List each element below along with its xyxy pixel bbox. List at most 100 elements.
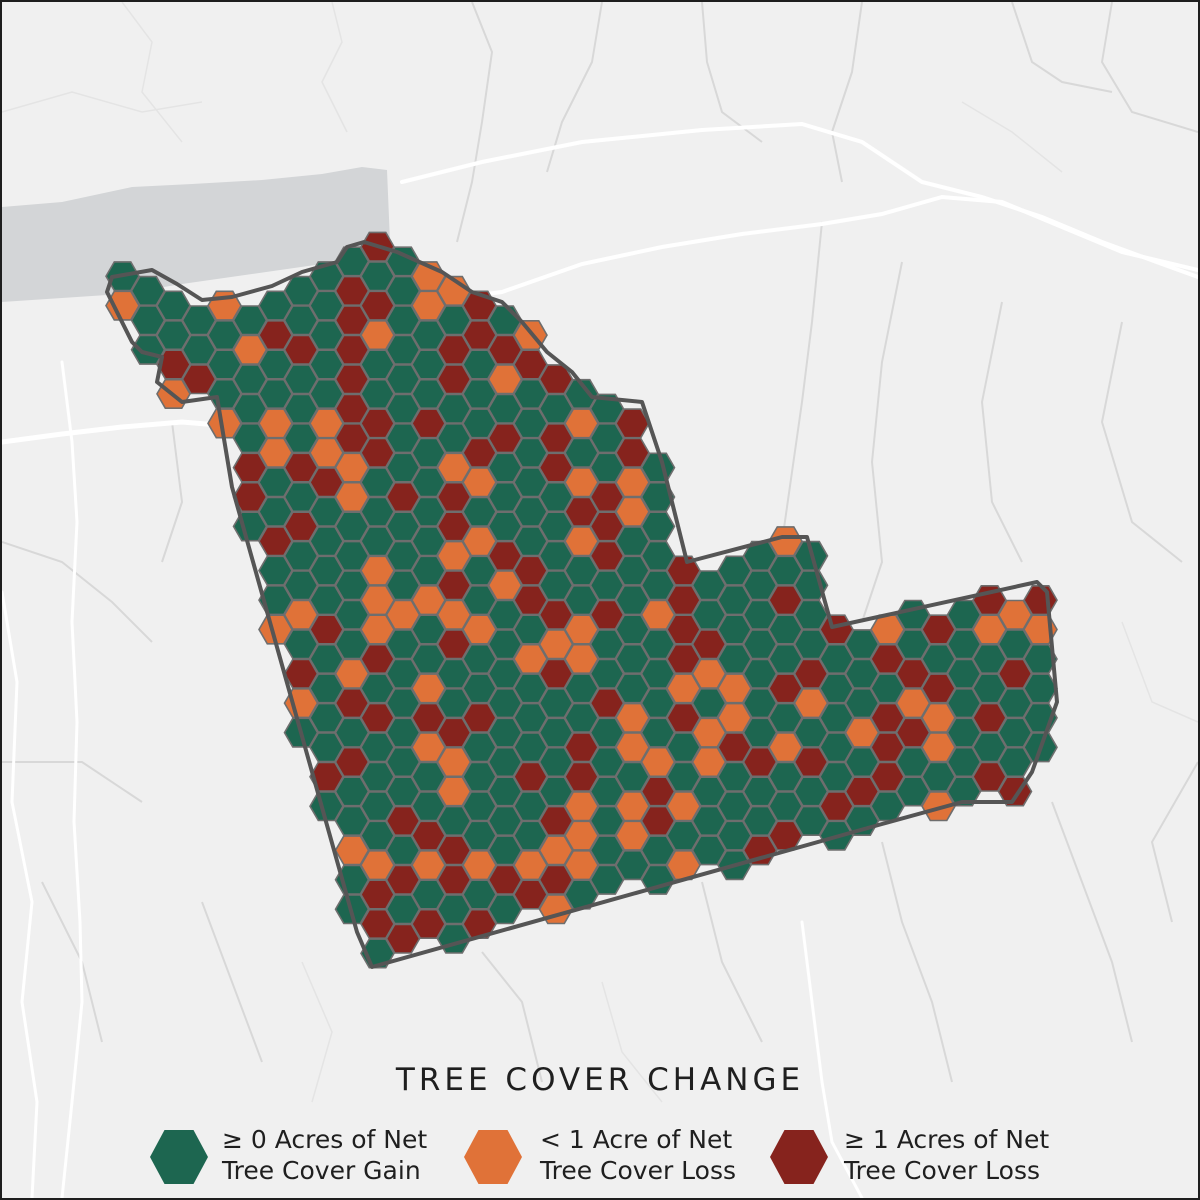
hex-cell bbox=[768, 643, 803, 675]
hex-cell bbox=[283, 305, 319, 336]
hex-cell bbox=[360, 761, 395, 792]
hex-cell bbox=[640, 864, 676, 895]
hex-cell bbox=[615, 614, 650, 645]
hex-cell bbox=[283, 511, 319, 542]
hex-cell bbox=[742, 687, 778, 719]
hex-cell bbox=[385, 570, 421, 601]
hex-cell bbox=[411, 702, 446, 733]
hex-cell bbox=[717, 732, 752, 763]
water-body bbox=[2, 167, 390, 302]
hex-cell bbox=[513, 643, 548, 675]
hex-cell bbox=[436, 481, 472, 513]
hex-cell bbox=[768, 614, 803, 645]
hex-cell bbox=[436, 452, 472, 483]
hex-cell bbox=[309, 702, 344, 733]
hex-cell bbox=[385, 923, 421, 954]
hex-cell bbox=[564, 820, 599, 851]
hex-cell bbox=[411, 879, 446, 910]
hex-cell bbox=[513, 349, 548, 380]
hex-cell bbox=[283, 422, 319, 454]
hex-cell bbox=[436, 835, 472, 866]
hex-cell bbox=[538, 422, 574, 454]
hex-cell bbox=[513, 673, 548, 704]
hex-cell bbox=[793, 687, 829, 719]
hex-cell bbox=[538, 481, 574, 513]
hex-cell bbox=[564, 673, 599, 704]
hex-cell bbox=[487, 776, 523, 807]
hex-cell bbox=[691, 746, 727, 778]
hex-cell bbox=[258, 555, 293, 586]
hex-cell bbox=[462, 761, 497, 792]
hex-cell bbox=[385, 835, 421, 866]
hex-cell bbox=[742, 570, 778, 601]
hex-cell bbox=[411, 349, 446, 380]
hex-cell bbox=[819, 643, 854, 675]
hex-cell bbox=[462, 614, 497, 645]
hex-cell bbox=[436, 687, 472, 719]
hex-cell bbox=[385, 305, 421, 336]
hex-cell bbox=[360, 732, 395, 763]
hex-cell bbox=[768, 761, 803, 792]
hex-cell bbox=[309, 761, 344, 792]
hex-cell bbox=[436, 746, 472, 778]
hex-cell bbox=[997, 687, 1033, 719]
hex-cell bbox=[589, 746, 625, 778]
hex-cell bbox=[793, 629, 829, 660]
hex-cell bbox=[768, 702, 803, 733]
hex-cell bbox=[589, 864, 625, 895]
hex-cell bbox=[411, 290, 446, 321]
hex-cell bbox=[436, 894, 472, 925]
hex-cell bbox=[819, 761, 854, 792]
hexagon-swatch-icon bbox=[770, 1130, 828, 1184]
hex-cell bbox=[411, 378, 446, 410]
hex-cell bbox=[538, 835, 574, 866]
hex-cell bbox=[921, 673, 956, 704]
legend-label-line1: ≥ 0 Acres of Net bbox=[222, 1125, 428, 1154]
hex-cell bbox=[462, 908, 497, 940]
hex-cell bbox=[360, 614, 395, 645]
hex-cell bbox=[997, 746, 1033, 778]
hex-cell bbox=[717, 702, 752, 733]
hex-cell bbox=[462, 820, 497, 851]
hex-cell bbox=[640, 599, 676, 630]
hex-cell bbox=[130, 305, 166, 336]
hex-cell bbox=[411, 437, 446, 468]
hex-cell bbox=[666, 820, 701, 851]
hex-cell bbox=[895, 776, 931, 807]
hex-cell bbox=[513, 732, 548, 763]
hex-cell bbox=[334, 511, 370, 542]
hex-cell bbox=[309, 643, 344, 675]
hex-cell bbox=[895, 746, 931, 778]
hex-cell bbox=[793, 805, 829, 837]
hex-cell bbox=[232, 452, 268, 483]
hex-cell bbox=[385, 481, 421, 513]
hex-cell bbox=[870, 643, 905, 675]
hex-cell bbox=[870, 673, 905, 704]
hex-cell bbox=[691, 629, 727, 660]
hex-cell bbox=[487, 570, 523, 601]
hex-cell bbox=[997, 629, 1033, 660]
hex-cell bbox=[564, 702, 599, 733]
hex-cell bbox=[921, 761, 956, 792]
hex-cell bbox=[691, 687, 727, 719]
hex-cell bbox=[360, 319, 395, 351]
hex-cell bbox=[436, 305, 472, 336]
hex-cell bbox=[513, 496, 548, 527]
hex-cell bbox=[538, 776, 574, 807]
hex-cell bbox=[411, 908, 446, 940]
hex-cell bbox=[309, 673, 344, 704]
hex-cell bbox=[742, 776, 778, 807]
hex-cell bbox=[232, 305, 268, 336]
hex-cell bbox=[360, 643, 395, 675]
hex-cell bbox=[487, 422, 523, 454]
hex-cell bbox=[385, 746, 421, 778]
hex-cell bbox=[589, 452, 625, 483]
hex-cell bbox=[436, 422, 472, 454]
hex-cell bbox=[844, 776, 880, 807]
hex-cell bbox=[334, 305, 370, 336]
hex-cell bbox=[513, 555, 548, 586]
hex-cell bbox=[411, 643, 446, 675]
hex-cell bbox=[589, 422, 625, 454]
hex-cell bbox=[538, 805, 574, 837]
